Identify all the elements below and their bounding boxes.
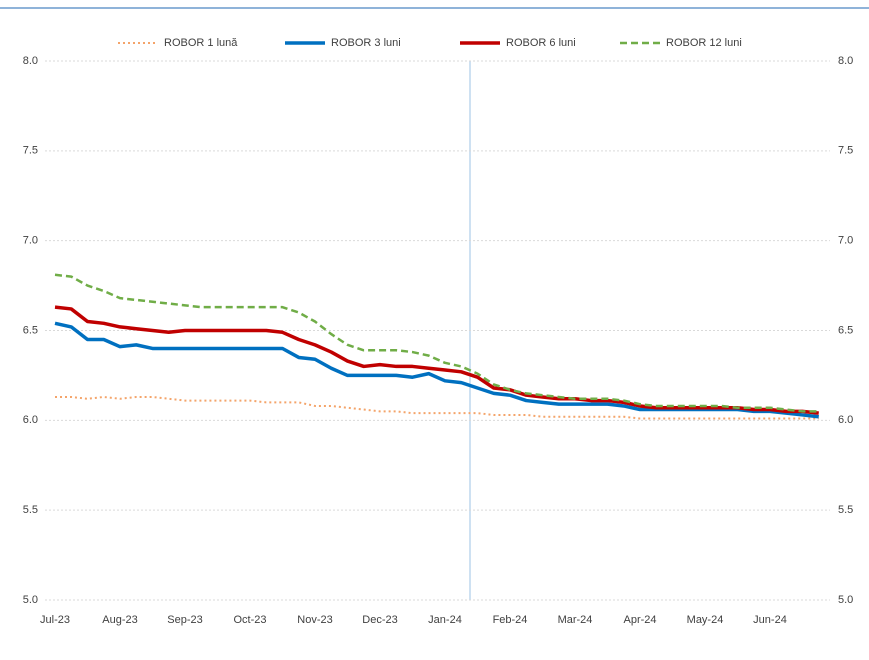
legend-label: ROBOR 3 luni <box>331 37 401 49</box>
x-tick-label: Jan-24 <box>428 614 462 626</box>
series-line <box>54 305 819 415</box>
y2-tick-label: 8.0 <box>838 55 853 67</box>
legend-label: ROBOR 12 luni <box>666 37 742 49</box>
y2-tick-label: 6.5 <box>838 324 853 336</box>
y2-tick-label: 6.0 <box>838 414 853 426</box>
y2-tick-label: 7.0 <box>838 235 853 247</box>
series-line <box>54 273 819 413</box>
y2-tick-label: 5.5 <box>838 504 853 516</box>
y2-tick-label: 7.5 <box>838 145 853 157</box>
y-tick-label: 6.0 <box>23 414 38 426</box>
legend-label: ROBOR 6 luni <box>506 37 576 49</box>
series-line <box>54 321 819 419</box>
x-tick-label: Jun-24 <box>753 614 787 626</box>
x-tick-label: Dec-23 <box>362 614 397 626</box>
y-tick-label: 5.0 <box>23 594 38 606</box>
y-tick-label: 7.0 <box>23 235 38 247</box>
x-tick-label: Oct-23 <box>233 614 266 626</box>
x-tick-label: Feb-24 <box>493 614 528 626</box>
y2-tick-label: 5.0 <box>838 594 853 606</box>
y-tick-label: 7.5 <box>23 145 38 157</box>
x-tick-label: Nov-23 <box>297 614 332 626</box>
x-tick-label: Jul-23 <box>40 614 70 626</box>
y-tick-label: 6.5 <box>23 324 38 336</box>
y-tick-label: 8.0 <box>23 55 38 67</box>
x-tick-label: May-24 <box>687 614 724 626</box>
x-tick-label: Mar-24 <box>558 614 593 626</box>
x-tick-label: Apr-24 <box>623 614 656 626</box>
legend-label: ROBOR 1 lună <box>164 37 238 49</box>
x-tick-label: Sep-23 <box>167 614 202 626</box>
y-tick-label: 5.5 <box>23 504 38 516</box>
x-tick-label: Aug-23 <box>102 614 137 626</box>
